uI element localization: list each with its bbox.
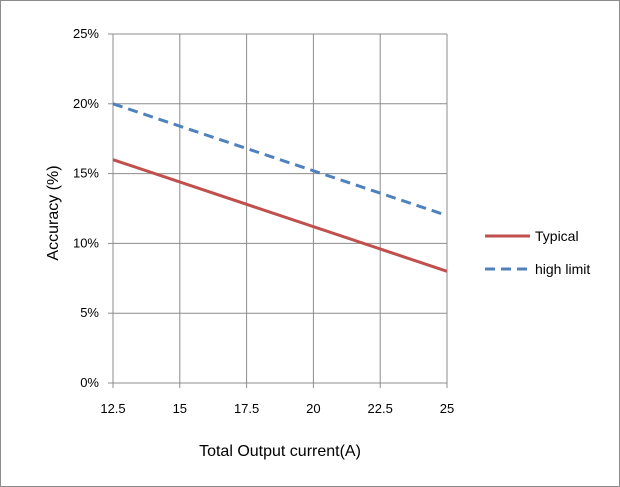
- axes: [108, 33, 448, 388]
- y-tick-label: 20%: [73, 96, 99, 111]
- x-tick-label: 22.5: [368, 401, 393, 416]
- y-tick-label: 15%: [73, 166, 99, 181]
- legend-label: high limit: [535, 261, 590, 277]
- series-layer: [112, 102, 448, 273]
- legend-label: Typical: [535, 228, 579, 244]
- x-tick-labels: 12.5 15 17.5 20 22.5 25: [100, 401, 454, 416]
- series-line-typical: [112, 158, 448, 273]
- x-tick-label: 12.5: [100, 401, 125, 416]
- x-axis-title: Total Output current(A): [199, 443, 361, 460]
- series-line-high-limit: [112, 102, 448, 217]
- y-tick-label: 10%: [73, 235, 99, 250]
- x-tick-label: 15: [173, 401, 187, 416]
- legend: Typical high limit: [485, 228, 590, 277]
- y-axis-title: Accuracy (%): [45, 165, 62, 260]
- y-tick-label: 5%: [80, 305, 99, 320]
- y-tick-labels: 0% 5% 10% 15% 20% 25%: [73, 26, 99, 390]
- grid: [112, 33, 448, 384]
- x-tick-label: 17.5: [234, 401, 259, 416]
- x-tick-label: 25: [440, 401, 454, 416]
- y-tick-label: 0%: [80, 375, 99, 390]
- y-tick-label: 25%: [73, 26, 99, 41]
- x-tick-label: 20: [306, 401, 320, 416]
